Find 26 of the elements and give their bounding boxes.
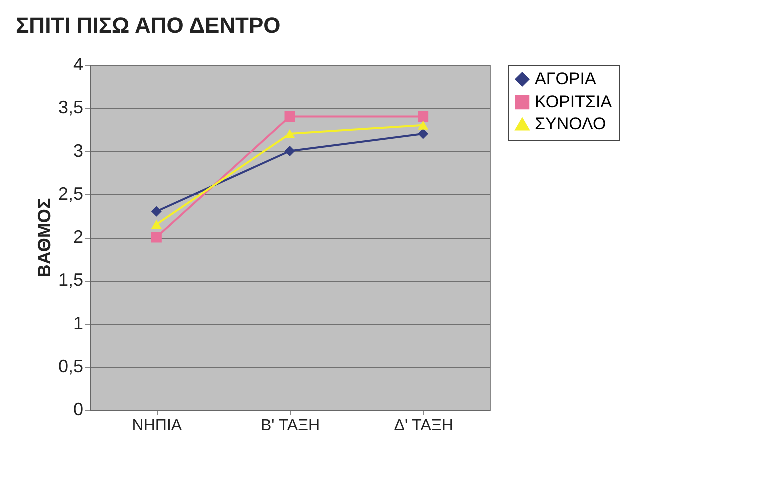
point [418,112,429,122]
x-tick-label: Δ' ΤΑΞΗ [394,418,454,434]
point [418,128,429,140]
x-tick-label: ΝΗΠΙΑ [132,418,182,434]
y-axis-title: ΒΑΘΜΟΣ [34,198,54,278]
point [151,232,162,243]
y-tick-label: 3 [73,140,84,161]
point [284,112,296,122]
y-tick-label: 3,5 [58,98,84,118]
point [151,206,162,217]
point [284,146,296,156]
y-tick-label: 4 [73,54,84,74]
point [284,129,296,139]
point [418,120,429,130]
y-tick-label: 2 [73,227,84,247]
legend-label: ΚΟΡΙΤΣΙΑ [535,92,613,112]
y-tick-label: 0 [73,400,84,420]
point [151,220,162,230]
y-tick-label: 1 [73,313,84,334]
y-tick-label: 1,5 [58,270,84,290]
y-tick-label: 0,5 [58,356,84,376]
chart-title: ΣΠΙΤΙ ΠΙΣΩ ΑΠΟ ΔΕΝΤΡΟ [16,13,281,38]
legend-label: ΣΥΝΟΛΟ [535,114,606,134]
legend-label: ΑΓΟΡΙΑ [535,70,597,88]
x-tick-label: Β' ΤΑΞΗ [260,418,320,434]
y-tick-label: 2,5 [58,184,84,204]
